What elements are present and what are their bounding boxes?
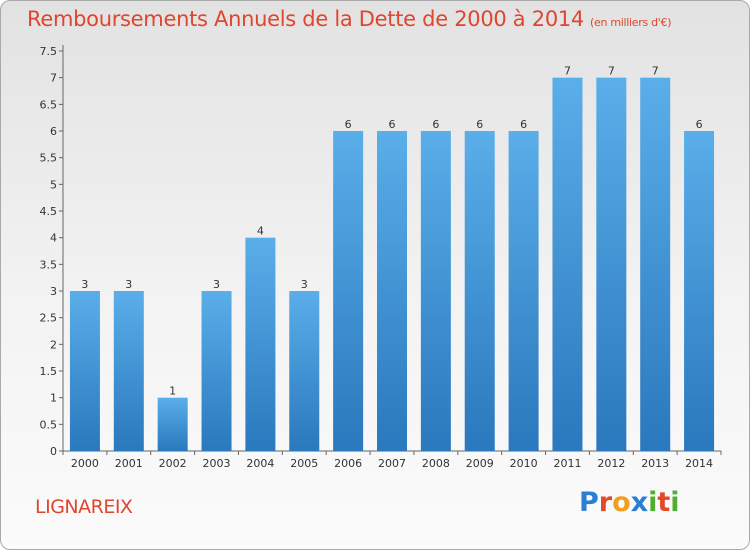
y-tick-label: 0.5	[40, 418, 58, 431]
bar-2007	[377, 131, 407, 451]
logo-letter: r	[598, 487, 613, 518]
logo-letter: P	[579, 487, 599, 518]
x-tick-label: 2004	[246, 457, 274, 470]
bar-value-label: 6	[520, 118, 527, 131]
x-tick-label: 2010	[510, 457, 538, 470]
y-tick-label: 6	[50, 125, 57, 138]
y-tick-label: 7	[50, 72, 57, 85]
y-tick-label: 5	[50, 178, 57, 191]
bar-value-label: 3	[213, 278, 220, 291]
chart-bars	[69, 77, 715, 452]
bar-value-label: 7	[564, 65, 571, 78]
y-tick-label: 6.5	[40, 98, 58, 111]
y-tick-label: 0	[50, 445, 57, 458]
y-tick-label: 2	[50, 338, 57, 351]
commune-name: LIGNAREIX	[35, 496, 133, 518]
bar-2000	[69, 291, 100, 451]
x-tick-label: 2002	[159, 457, 187, 470]
bar-2008	[420, 131, 451, 451]
bar-2012	[596, 77, 627, 452]
proxiti-logo: Proxiti	[579, 487, 680, 518]
chart-title-text: Remboursements Annuels de la Dette de 20…	[27, 7, 584, 31]
logo-letter: i	[670, 487, 680, 518]
bar-2013	[640, 77, 671, 452]
x-tick-label: 2014	[685, 457, 713, 470]
x-tick-label: 2012	[597, 457, 625, 470]
x-tick-label: 2008	[422, 457, 450, 470]
x-tick-label: 2009	[466, 457, 494, 470]
bar-value-label: 6	[389, 118, 396, 131]
bar-2003	[201, 291, 232, 451]
x-tick-label: 2003	[203, 457, 231, 470]
bar-value-label: 1	[169, 385, 176, 398]
bar-2005	[289, 291, 320, 451]
x-tick-label: 2001	[115, 457, 143, 470]
chart-unit: (en milliers d'€)	[590, 16, 672, 29]
bar-value-label: 6	[696, 118, 703, 131]
bar-value-label: 7	[652, 65, 659, 78]
y-tick-label: 4.5	[40, 205, 58, 218]
chart-axes: 0 0.5 1 1.5 2 2.5 3 3.5 4 4.5 5 5.5 6 6.5 7 7.5	[40, 45, 722, 458]
y-tick-label: 4	[50, 232, 57, 245]
bar-value-label: 7	[608, 65, 615, 78]
x-tick-label: 2011	[553, 457, 581, 470]
bar-value-label: 3	[81, 278, 88, 291]
x-tick-label: 2000	[71, 457, 99, 470]
x-tick-label: 2006	[334, 457, 362, 470]
y-tick-label: 2.5	[40, 312, 58, 325]
y-tick-label: 3	[50, 285, 57, 298]
chart-title: Remboursements Annuels de la Dette de 20…	[27, 7, 671, 31]
y-tick-label: 1.5	[40, 365, 58, 378]
bar-value-label: 6	[345, 118, 352, 131]
y-tick-label: 3.5	[40, 258, 58, 271]
bar-2009	[464, 131, 495, 451]
y-tick-label: 1	[50, 392, 57, 405]
x-tick-label: 2005	[290, 457, 318, 470]
y-tick-label: 7.5	[40, 45, 58, 58]
logo-letter: t	[657, 487, 671, 518]
logo-letter: i	[648, 487, 658, 518]
bar-value-label: 6	[432, 118, 439, 131]
bar-value-label: 4	[257, 225, 264, 238]
bar-value-label: 3	[301, 278, 308, 291]
x-tick-label: 2007	[378, 457, 406, 470]
bar-2001	[113, 291, 144, 451]
bar-value-label: 3	[125, 278, 132, 291]
bar-2010	[508, 131, 539, 451]
logo-letter: x	[630, 487, 649, 518]
y-tick-label: 5.5	[40, 152, 58, 165]
bar-2014	[684, 131, 715, 451]
x-tick-label: 2013	[641, 457, 669, 470]
logo-letter: o	[612, 487, 631, 518]
bar-2011	[552, 77, 583, 452]
bar-2004	[245, 237, 276, 451]
chart-labels: 2000 3 2001 3 2002 1 2003 3 2004 4 2005 3 2006 6 2007 6…	[71, 65, 713, 470]
bar-2002	[157, 397, 188, 451]
bar-2006	[333, 131, 364, 451]
bar-value-label: 6	[476, 118, 483, 131]
